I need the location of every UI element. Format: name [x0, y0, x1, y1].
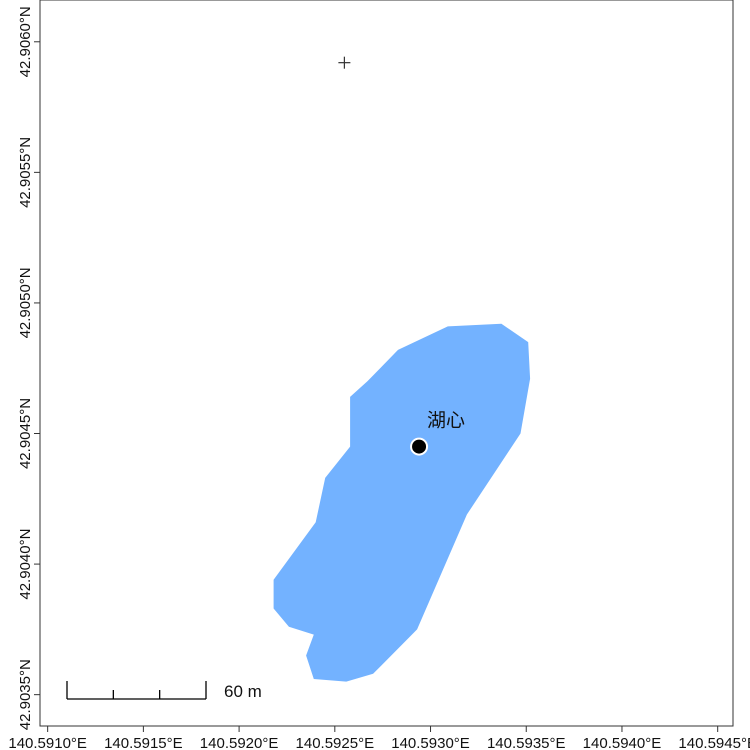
x-axis: 140.5910°E 140.5915°E 140.5920°E 140.5925°E… — [8, 726, 750, 750]
x-tick-label: 140.5920°E — [200, 735, 279, 750]
x-tick-label: 140.5945°E — [678, 735, 750, 750]
cross-marker — [338, 56, 351, 69]
x-tick-label: 140.5925°E — [296, 735, 375, 750]
lake-center-point — [410, 437, 429, 456]
lake-polygon — [273, 323, 531, 682]
x-tick-label: 140.5935°E — [487, 735, 566, 750]
x-tick-label: 140.5915°E — [104, 735, 183, 750]
x-tick-label: 140.5940°E — [583, 735, 662, 750]
x-tick-label: 140.5910°E — [8, 735, 87, 750]
y-tick-label: 42.9055°N — [17, 137, 34, 208]
y-tick-label: 42.9050°N — [17, 267, 34, 338]
x-tick-label: 140.5930°E — [391, 735, 470, 750]
scale-bar — [66, 681, 207, 700]
y-tick-label: 42.9035°N — [17, 659, 34, 730]
y-tick-label: 42.9040°N — [17, 529, 34, 600]
map-frame — [39, 0, 734, 727]
lake-layer — [273, 323, 531, 682]
point-layer — [410, 437, 429, 456]
y-tick-label: 42.9060°N — [17, 6, 34, 77]
y-tick-label: 42.9045°N — [17, 398, 34, 469]
lake-center-label: 湖心 — [427, 410, 465, 432]
y-axis: 42.9060°N 42.9055°N 42.9050°N 42.9045°N 42.9… — [17, 6, 40, 730]
scale-bar-label: 60 m — [224, 682, 262, 701]
